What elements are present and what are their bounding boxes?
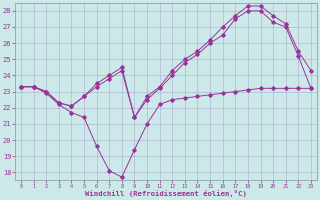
X-axis label: Windchill (Refroidissement éolien,°C): Windchill (Refroidissement éolien,°C) [85,190,247,197]
